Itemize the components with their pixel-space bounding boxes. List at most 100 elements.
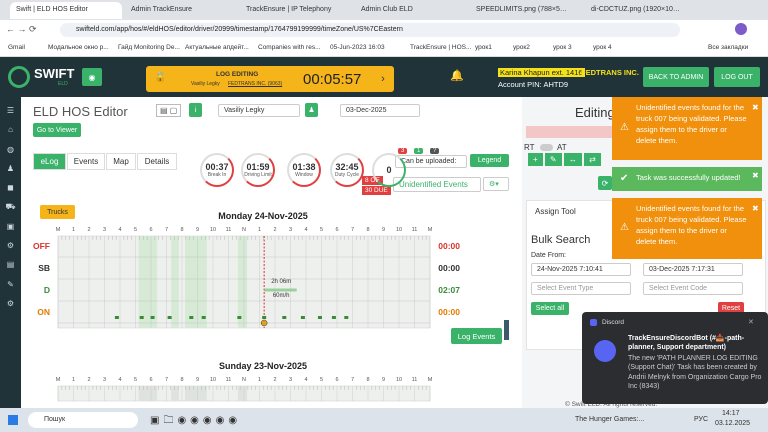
- event-code[interactable]: Select Event Code: [643, 282, 743, 295]
- due-badge: 30 DUE: [362, 186, 391, 195]
- close[interactable]: ✖: [752, 204, 759, 213]
- editor-tab[interactable]: Map: [106, 153, 136, 170]
- pinned-apps[interactable]: ▣🗀◉◉◉◉◉: [150, 415, 242, 426]
- hos-clock: 32:45 Duty Cycle: [330, 153, 364, 187]
- browser-tab[interactable]: Admin TrackEnsure: [125, 2, 237, 19]
- browser-tab[interactable]: di-CDCTUZ.png (1920×10…: [585, 2, 697, 19]
- log-out[interactable]: LOG OUT: [714, 67, 760, 87]
- assign-tool: Assign Tool: [535, 207, 576, 216]
- event-icon: [262, 316, 267, 319]
- event-icon: [189, 316, 194, 319]
- url-field[interactable]: [60, 23, 680, 37]
- eye-button[interactable]: ◉: [82, 68, 102, 86]
- rt-at-toggle[interactable]: [540, 144, 553, 151]
- hour-label: N: [242, 377, 246, 383]
- event-icon: [344, 316, 349, 319]
- company: FEDTRANS INC.: [581, 68, 639, 77]
- hour-label: 10: [396, 377, 402, 383]
- select-all[interactable]: Select all: [531, 302, 569, 315]
- hour-label: 8: [366, 377, 369, 383]
- event-icon: [331, 316, 336, 319]
- bookmark[interactable]: Гайд Monitoring De...: [118, 44, 180, 51]
- driver-select[interactable]: Vasiliy Legky: [218, 104, 300, 117]
- hour-label: 6: [149, 227, 152, 233]
- hour-label: 8: [366, 227, 369, 233]
- start[interactable]: [8, 415, 18, 425]
- clock-value: 01:59: [246, 162, 270, 172]
- back-to-admin[interactable]: BACK TO ADMIN: [643, 67, 709, 87]
- hour-label: 10: [210, 227, 216, 233]
- taskbar-app[interactable]: The Hunger Games:...: [575, 416, 645, 423]
- clock-label: Break In: [207, 172, 227, 178]
- legend-button[interactable]: Legend: [470, 154, 509, 167]
- hour-label: 8: [180, 377, 183, 383]
- bookmark[interactable]: урок 4: [593, 44, 612, 51]
- unidentified-events[interactable]: Unidentified Events: [393, 177, 481, 192]
- next-button[interactable]: ›: [381, 73, 385, 85]
- logo: SWIFT: [34, 66, 75, 81]
- user: Karina Khapun ext. 1416: [498, 68, 585, 77]
- bookmark[interactable]: урок2: [513, 44, 530, 51]
- close[interactable]: ✕: [748, 319, 754, 326]
- refresh[interactable]: ⟳: [598, 176, 612, 190]
- bell[interactable]: 🔔: [450, 70, 464, 82]
- bookmark[interactable]: урок1: [475, 44, 492, 51]
- shaded-period: [237, 236, 248, 328]
- profile[interactable]: [735, 23, 747, 35]
- bookmark[interactable]: Модальное окно р...: [48, 44, 109, 51]
- trucks-button[interactable]: Trucks: [40, 205, 75, 219]
- hos-clock: 01:59 Driving Limit: [241, 153, 275, 187]
- event-icon: [139, 316, 144, 319]
- day-title: Monday 24-Nov-2025: [218, 211, 308, 221]
- panel-title: Editing: [575, 105, 615, 120]
- hour-label: 7: [165, 227, 168, 233]
- clock-date: 03.12.2025: [715, 420, 751, 427]
- discord-icon: [590, 319, 597, 326]
- editor-tab[interactable]: Events: [67, 153, 105, 170]
- hour-label: 6: [335, 377, 338, 383]
- bookmark[interactable]: TrackEnsure | HOS...: [410, 44, 472, 51]
- browser-tab[interactable]: Swift | ELD HOS Editor: [10, 2, 122, 19]
- info-button[interactable]: i: [189, 103, 202, 117]
- discord-notification[interactable]: Discord ✕ TrackEnsureDiscordBot (#📥-path…: [582, 312, 768, 404]
- browser-tab[interactable]: TrackEnsure | IP Telephony: [240, 2, 352, 19]
- editor-title: ELD HOS Editor: [33, 104, 128, 119]
- clock-label: Driving Limit: [244, 172, 272, 178]
- filter-button[interactable]: ⚙▾: [483, 177, 509, 191]
- event-icon: [300, 316, 305, 319]
- close[interactable]: ✖: [752, 171, 759, 180]
- doc-buttons[interactable]: ▤ ▢: [156, 104, 182, 117]
- bookmark[interactable]: Все закладки: [708, 44, 749, 51]
- date-input[interactable]: 03-Dec-2025: [340, 104, 420, 117]
- shaded-period: [237, 386, 248, 401]
- bookmark[interactable]: Gmail: [8, 44, 25, 51]
- date-from[interactable]: 24-Nov-2025 7:10:41: [531, 263, 631, 276]
- reset[interactable]: Reset: [718, 302, 744, 315]
- event-type[interactable]: Select Event Type: [531, 282, 631, 295]
- hour-label: 5: [320, 377, 323, 383]
- driver-button[interactable]: ♟: [305, 103, 318, 117]
- discord-body: The new 'PATH PLANNER LOG EDITING (Suppo…: [628, 355, 762, 391]
- search-box[interactable]: [28, 412, 138, 428]
- bookmark[interactable]: урок 3: [553, 44, 572, 51]
- tool-buttons[interactable]: + ✎ ↔ ⇄: [528, 153, 601, 166]
- browser-tab[interactable]: Admin Club ELD: [355, 2, 467, 19]
- hos-clock: 00:37 Break In: [200, 153, 234, 187]
- go-to-viewer[interactable]: Go to Viewer: [33, 123, 81, 137]
- hour-label: 1: [258, 377, 261, 383]
- bookmark[interactable]: Companies with res...: [258, 44, 321, 51]
- editor-tab[interactable]: Details: [137, 153, 177, 170]
- bookmark[interactable]: Актуальные апдейт...: [185, 44, 249, 51]
- hour-label: 3: [289, 377, 292, 383]
- close[interactable]: ✖: [752, 103, 759, 112]
- search: Пошук: [44, 416, 66, 423]
- date-to[interactable]: 03-Dec-2025 7:17:31: [643, 263, 743, 276]
- editor-tab[interactable]: eLog: [33, 153, 66, 170]
- log-events[interactable]: Log Events: [451, 328, 502, 344]
- bookmark[interactable]: 05-Jun-2023 16:03: [330, 44, 385, 51]
- shaded-period: [171, 236, 179, 328]
- event-icon: [282, 316, 287, 319]
- browser-tab[interactable]: SPEEDLIMITS.png (788×5…: [470, 2, 582, 19]
- can-be-uploaded[interactable]: Can be uploaded:: [395, 155, 467, 168]
